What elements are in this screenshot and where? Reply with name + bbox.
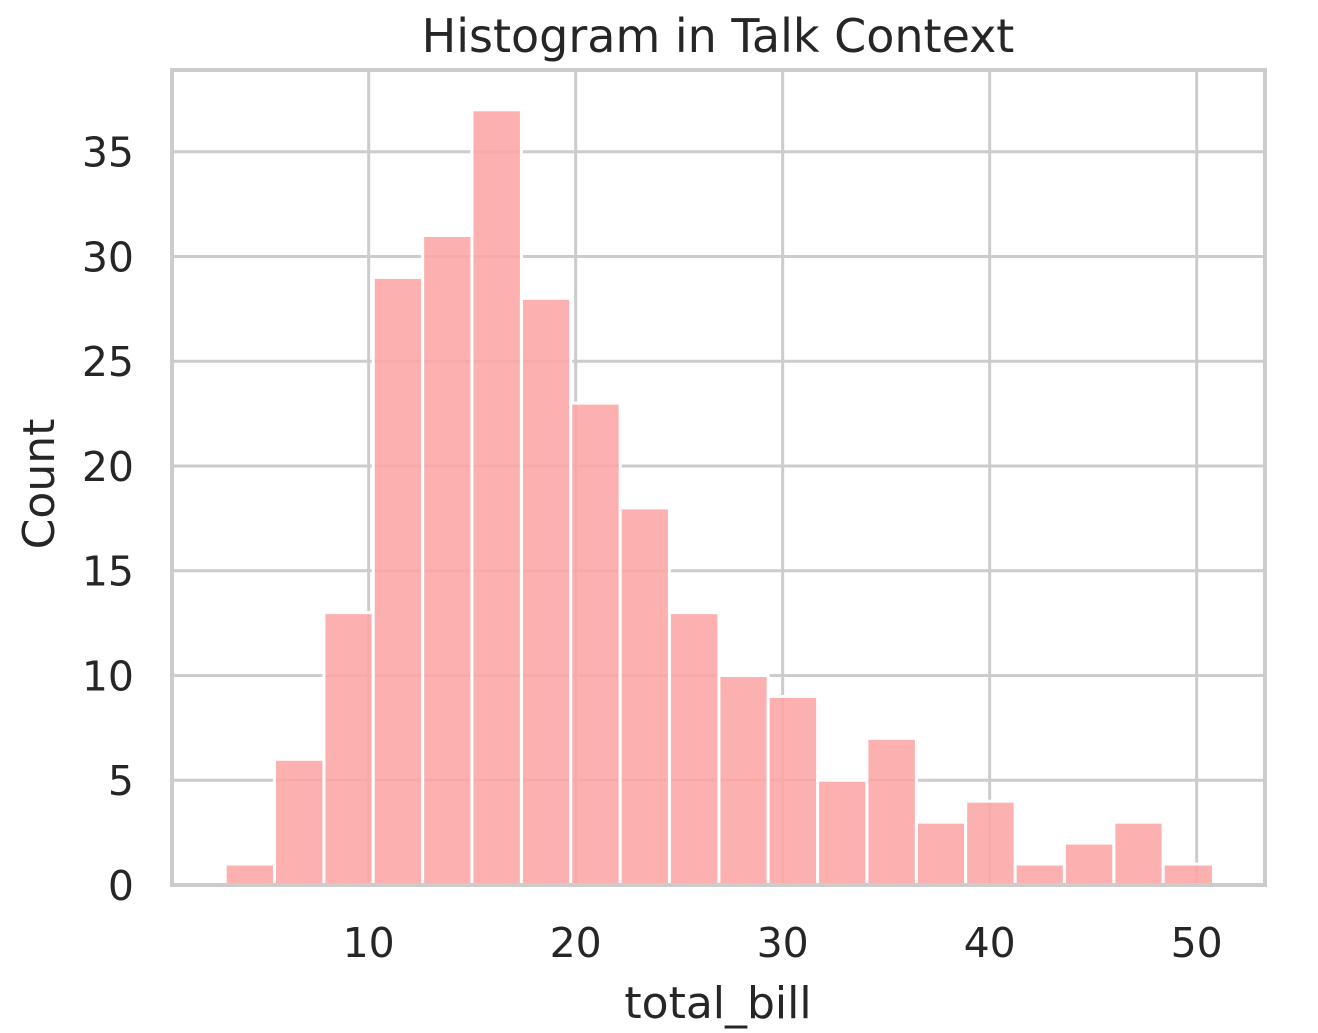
histogram-bar [272, 757, 326, 887]
histogram-bar [470, 108, 523, 887]
y-tick-label: 20 [82, 443, 134, 491]
plot-frame [170, 68, 1267, 887]
x-tick-label: 30 [757, 919, 809, 967]
histogram-bar [1062, 841, 1116, 887]
y-tick-label: 10 [82, 652, 134, 700]
y-tick-label: 30 [82, 233, 134, 281]
histogram-bar [914, 820, 968, 887]
histogram-bar [1161, 862, 1215, 887]
chart-title: Histogram in Talk Context [422, 9, 1015, 63]
x-tick-label: 50 [1171, 919, 1223, 967]
histogram-bar [223, 862, 276, 887]
histogram-bar [717, 673, 770, 887]
histogram-bars [223, 108, 1215, 887]
x-tick-label: 40 [964, 919, 1016, 967]
y-tick-label: 15 [82, 548, 134, 596]
histogram-bar [569, 401, 622, 887]
histogram-bar [371, 275, 425, 887]
y-axis-label: Count [14, 419, 65, 550]
histogram-bar [1112, 820, 1165, 887]
y-tick-label: 0 [108, 862, 134, 910]
y-tick-labels: 0 5 10 15 20 25 30 35 [82, 129, 134, 910]
y-tick-label: 25 [82, 338, 134, 386]
histogram-bar [766, 694, 820, 887]
x-tick-label: 20 [550, 919, 602, 967]
x-tick-label: 10 [343, 919, 395, 967]
x-axis-label: total_bill [624, 978, 811, 1029]
histogram-bar [865, 736, 918, 887]
x-tick-labels: 10 20 30 40 50 [343, 919, 1223, 967]
histogram-bar [667, 611, 721, 887]
histogram-bar [618, 506, 671, 887]
histogram-bar [519, 296, 573, 887]
histogram-bar [322, 611, 375, 887]
histogram-bar [1013, 862, 1066, 887]
histogram-bar [964, 799, 1017, 887]
y-tick-label: 35 [82, 129, 134, 177]
histogram-bar [421, 234, 474, 887]
histogram-bar [816, 778, 869, 887]
y-tick-label: 5 [108, 757, 134, 805]
